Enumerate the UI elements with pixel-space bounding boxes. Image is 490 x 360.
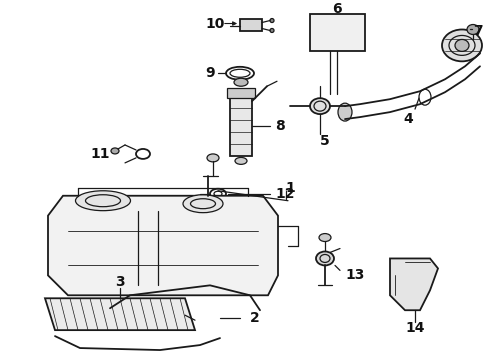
Ellipse shape [235, 157, 247, 165]
Text: 9: 9 [205, 66, 215, 80]
Ellipse shape [310, 98, 330, 114]
Ellipse shape [270, 28, 274, 32]
Bar [240, 18, 262, 31]
Polygon shape [48, 196, 278, 295]
Text: 3: 3 [115, 275, 125, 289]
Ellipse shape [442, 30, 482, 61]
Text: 14: 14 [405, 321, 425, 335]
Text: 10: 10 [205, 17, 225, 31]
Text: 7: 7 [473, 24, 483, 39]
Text: 1: 1 [285, 181, 295, 195]
Text: 2: 2 [250, 311, 260, 325]
Text: 5: 5 [320, 134, 330, 148]
Ellipse shape [338, 103, 352, 121]
Ellipse shape [207, 154, 219, 162]
Ellipse shape [467, 24, 479, 35]
Polygon shape [390, 258, 438, 310]
Ellipse shape [455, 40, 469, 51]
Bar [230, 96, 252, 156]
Bar [310, 14, 365, 51]
Ellipse shape [75, 191, 130, 211]
Ellipse shape [319, 234, 331, 242]
Bar [227, 88, 255, 98]
Ellipse shape [111, 148, 119, 154]
Text: 8: 8 [275, 119, 285, 133]
Text: 4: 4 [403, 112, 413, 126]
Ellipse shape [183, 195, 223, 213]
Ellipse shape [234, 78, 248, 86]
Text: 11: 11 [90, 147, 110, 161]
Text: 6: 6 [332, 1, 342, 15]
Ellipse shape [316, 252, 334, 265]
Text: 12: 12 [275, 187, 295, 201]
Ellipse shape [270, 18, 274, 23]
Polygon shape [45, 298, 195, 330]
Text: 13: 13 [345, 269, 365, 282]
